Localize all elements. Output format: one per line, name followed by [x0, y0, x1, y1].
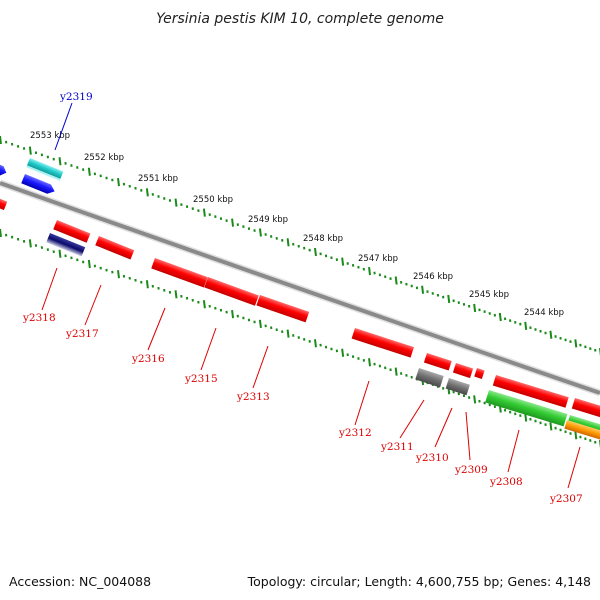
gene-label-y2317[interactable]: y2317	[65, 328, 99, 340]
gene-navy[interactable]	[46, 233, 86, 257]
ruler-label: 2551 kbp	[138, 174, 178, 184]
gene-y2313[interactable]	[256, 295, 310, 323]
major-tick	[58, 157, 62, 166]
major-tick	[28, 146, 32, 155]
gene-label-y2308[interactable]: y2308	[489, 476, 523, 488]
gene-red-right[interactable]	[571, 398, 600, 418]
ruler-label: 2544 kbp	[524, 308, 564, 318]
major-tick	[28, 239, 32, 248]
ruler-label: 2549 kbp	[248, 215, 288, 225]
major-tick	[87, 167, 91, 176]
gene-label-y2319[interactable]: y2319	[59, 91, 93, 103]
major-tick	[498, 312, 502, 322]
major-tick	[524, 321, 528, 331]
major-tick	[314, 339, 317, 348]
gene-red-small-b[interactable]	[452, 363, 474, 379]
major-tick	[58, 249, 62, 258]
gene-label-y2309[interactable]: y2309	[454, 464, 488, 476]
gene-y2316[interactable]	[151, 258, 208, 288]
ruler-label: 2553 kbp	[30, 131, 70, 141]
major-tick	[145, 280, 149, 289]
ruler-labels: 2553 kbp 2552 kbp 2551 kbp 2550 kbp 2549…	[30, 131, 564, 318]
major-tick	[286, 329, 290, 338]
major-tick	[341, 348, 345, 357]
major-tick	[473, 303, 477, 313]
major-tick	[447, 294, 451, 304]
major-tick	[341, 257, 345, 266]
major-tick	[574, 339, 578, 348]
gene-red-fragment[interactable]	[0, 198, 8, 211]
gene-y2309[interactable]	[492, 375, 569, 408]
gene-label-y2311[interactable]: y2311	[380, 441, 414, 453]
gene-y2319[interactable]	[26, 158, 64, 181]
ruler-label: 2550 kbp	[193, 195, 233, 205]
gene-label-y2312[interactable]: y2312	[338, 427, 372, 439]
gene-label-y2313[interactable]: y2313	[236, 391, 270, 403]
ruler-label: 2552 kbp	[84, 153, 124, 163]
gene-y2307[interactable]	[564, 420, 600, 441]
major-tick	[87, 259, 91, 269]
gene-y2315[interactable]	[204, 277, 259, 306]
gene-y2317[interactable]	[95, 236, 135, 260]
major-tick	[286, 238, 290, 247]
gene-red-small-c[interactable]	[474, 368, 485, 380]
major-tick	[0, 135, 2, 145]
major-tick	[394, 276, 398, 285]
gene-blue-arrow-upper[interactable]	[0, 164, 8, 177]
major-tick	[202, 208, 206, 217]
major-tick	[231, 310, 235, 319]
major-tick	[174, 198, 178, 207]
gene-label-y2315[interactable]: y2315	[184, 373, 218, 385]
ruler-label: 2547 kbp	[358, 254, 398, 264]
genome-backbone-core	[0, 181, 600, 395]
major-tick	[258, 319, 262, 329]
major-tick	[117, 270, 120, 279]
gene-label-y2307[interactable]: y2307	[549, 493, 583, 505]
major-tick	[421, 285, 425, 294]
major-tick	[473, 395, 477, 404]
gene-labels: y2319 y2318 y2317 y2316 y2315 y2313 y231…	[22, 91, 583, 505]
major-tick	[145, 188, 149, 197]
gene-y2312[interactable]	[351, 328, 414, 358]
ruler-label: 2545 kbp	[469, 290, 509, 300]
major-tick	[314, 247, 317, 257]
gene-y2310[interactable]	[445, 378, 470, 396]
genes-outer-strand	[0, 158, 64, 196]
genome-summary-text: Topology: circular; Length: 4,600,755 bp…	[247, 574, 591, 589]
major-tick	[231, 218, 235, 227]
label-leader-lines	[41, 102, 581, 489]
gene-y2318[interactable]	[53, 220, 91, 243]
gene-blue-arrow-lower[interactable]	[21, 174, 56, 196]
major-tick	[549, 330, 553, 339]
major-tick	[574, 431, 578, 440]
gene-red-small-a[interactable]	[423, 353, 452, 371]
ruler-label: 2548 kbp	[303, 234, 343, 244]
gene-y2311[interactable]	[415, 368, 444, 388]
major-tick	[368, 358, 372, 367]
major-tick	[117, 177, 120, 187]
major-tick	[368, 266, 372, 276]
gene-label-y2310[interactable]: y2310	[415, 452, 449, 464]
ruler-ticks-outer	[0, 135, 600, 357]
major-tick	[394, 367, 398, 376]
major-tick	[258, 228, 262, 237]
major-tick	[174, 290, 178, 299]
major-tick	[549, 422, 553, 431]
ruler-label: 2546 kbp	[413, 272, 453, 282]
gene-y2308[interactable]	[485, 390, 568, 427]
gene-label-y2316[interactable]: y2316	[131, 353, 165, 365]
genome-title: Yersinia pestis KIM 10, complete genome	[156, 11, 444, 27]
genes-inner-strand	[0, 198, 600, 441]
major-tick	[202, 300, 206, 309]
major-tick	[0, 228, 2, 238]
gene-label-y2318[interactable]: y2318	[22, 312, 56, 324]
accession-text: Accession: NC_004088	[9, 574, 151, 589]
major-tick	[524, 413, 528, 422]
